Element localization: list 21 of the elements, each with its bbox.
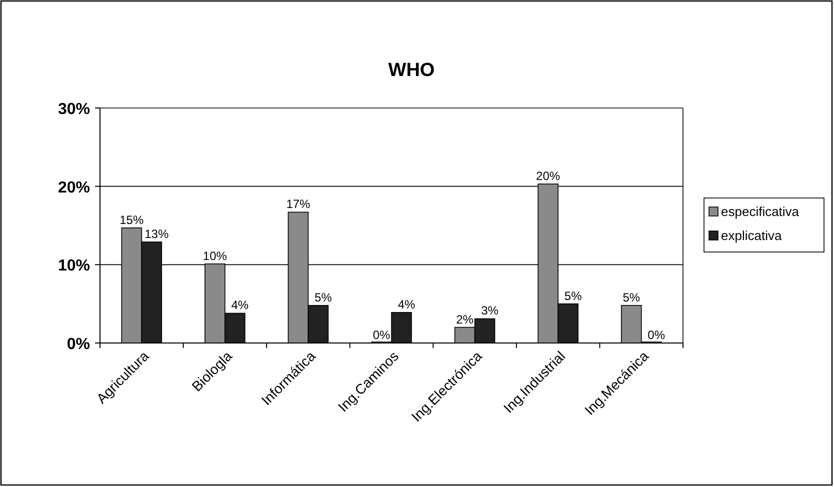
y-tick-label: 20% — [58, 179, 90, 196]
data-label: 5% — [622, 290, 640, 304]
data-label: 4% — [231, 298, 249, 312]
data-label: 0% — [372, 328, 391, 342]
y-tick-label: 30% — [58, 101, 90, 118]
legend-label: especificativa — [721, 204, 800, 219]
data-label: 3% — [481, 304, 499, 318]
data-label: 20% — [536, 168, 560, 183]
data-label: 4% — [398, 297, 416, 312]
data-label: 5% — [314, 290, 332, 304]
data-label: 2% — [456, 312, 474, 326]
y-tick-label: 0% — [66, 336, 90, 353]
data-label: 5% — [564, 288, 582, 303]
y-tick-label: 10% — [58, 258, 90, 275]
data-label: 15% — [120, 212, 144, 227]
legend-label: explicativa — [721, 228, 782, 243]
data-label: 13% — [144, 226, 169, 241]
data-label: 10% — [202, 248, 228, 263]
chart-title: WHO — [388, 60, 435, 81]
data-label: 0% — [648, 328, 666, 342]
data-label: 17% — [286, 197, 311, 212]
